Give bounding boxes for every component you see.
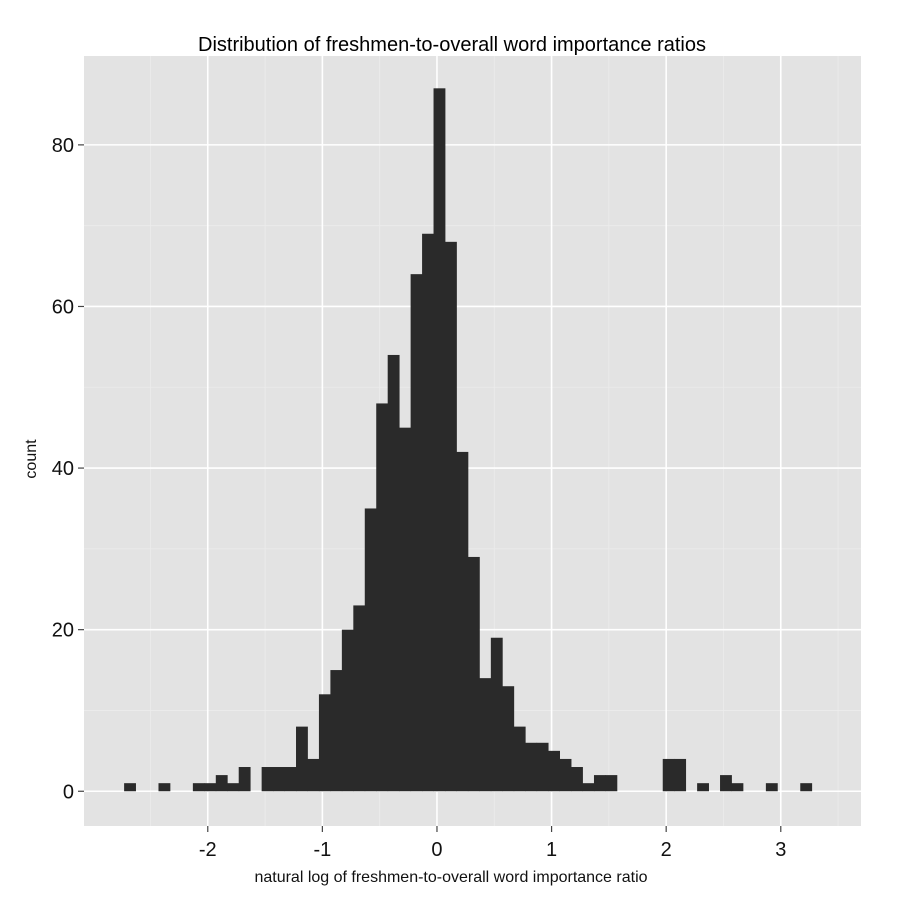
histogram-bar [548, 750, 560, 792]
histogram-bar [124, 783, 136, 792]
histogram-bar [559, 758, 572, 792]
histogram-bar [731, 783, 744, 792]
histogram-bar [490, 637, 503, 792]
histogram-bars [124, 88, 813, 792]
histogram-bar [536, 742, 549, 792]
histogram-bar [387, 354, 400, 792]
histogram-bar [261, 767, 274, 792]
histogram-bar [192, 783, 205, 792]
histogram-bar [307, 758, 320, 792]
y-tick-label: 20 [52, 620, 74, 642]
histogram-bar [593, 775, 606, 792]
histogram-bar [410, 274, 423, 792]
y-axis-label: count [23, 439, 40, 479]
histogram-bar [720, 775, 732, 792]
histogram-bar [605, 775, 618, 792]
histogram-bar [364, 508, 377, 792]
histogram-bar [525, 742, 538, 792]
histogram-bar [399, 427, 412, 792]
histogram-bar [318, 694, 331, 792]
x-axis: -2 -1 0 1 2 3 [199, 826, 786, 861]
histogram-bar [697, 783, 709, 792]
histogram-bar [502, 686, 515, 792]
histogram-bar [582, 783, 595, 792]
histogram-bar [204, 783, 217, 792]
histogram-bar [273, 767, 285, 792]
y-tick-label: 40 [52, 458, 74, 480]
histogram-bar [513, 726, 526, 792]
x-tick-label: 0 [431, 839, 442, 861]
histogram-bar [765, 783, 778, 792]
histogram-bar [376, 403, 389, 792]
histogram-bar [215, 775, 228, 792]
y-axis: 0 20 40 60 80 [52, 135, 84, 803]
histogram-bar [341, 629, 354, 792]
y-tick-label: 60 [52, 296, 74, 318]
histogram-bar [353, 605, 366, 792]
histogram-bar [433, 88, 446, 792]
histogram-bar [422, 233, 434, 792]
histogram-bar [800, 783, 813, 792]
histogram-bar [674, 758, 687, 792]
histogram-bar [284, 767, 297, 792]
histogram-bar [571, 767, 583, 792]
chart-title: Distribution of freshmen-to-overall word… [198, 34, 706, 56]
histogram-bar [296, 726, 308, 792]
y-tick-label: 0 [63, 781, 74, 803]
histogram-bar [662, 758, 675, 792]
histogram-bar [227, 783, 240, 792]
x-tick-label: 3 [775, 839, 786, 861]
x-tick-label: -2 [199, 839, 217, 861]
x-tick-label: 2 [661, 839, 672, 861]
x-axis-label: natural log of freshmen-to-overall word … [254, 869, 647, 886]
x-tick-label: -1 [313, 839, 331, 861]
histogram-bar [330, 670, 343, 792]
histogram-bar [158, 783, 171, 792]
histogram-bar [444, 241, 457, 792]
histogram-bar [238, 767, 251, 792]
histogram-bar [456, 451, 469, 792]
x-tick-label: 1 [546, 839, 557, 861]
histogram-bar [467, 556, 480, 792]
y-tick-label: 80 [52, 135, 74, 157]
histogram-bar [479, 678, 492, 792]
